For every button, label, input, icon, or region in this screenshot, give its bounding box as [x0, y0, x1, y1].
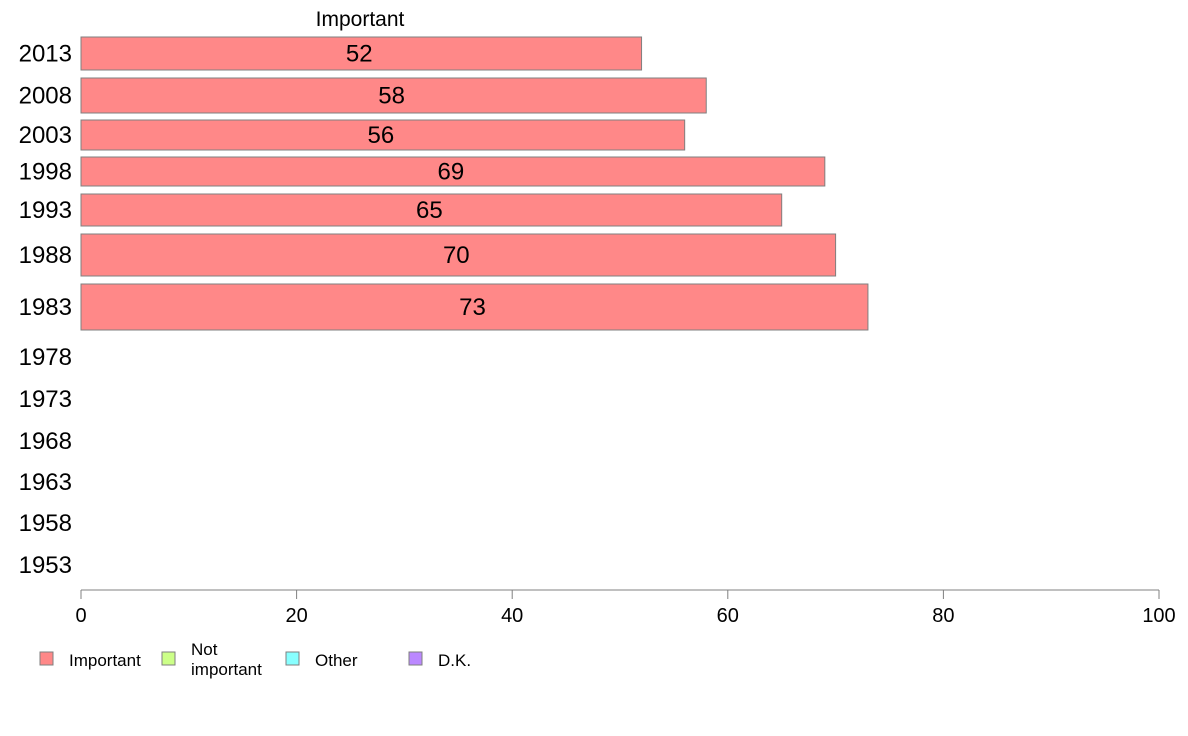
year-label: 1958: [19, 510, 72, 537]
bar-value-label: 58: [378, 83, 405, 110]
year-label: 1973: [19, 386, 72, 413]
bar-value-label: 56: [367, 122, 394, 149]
x-tick-label: 0: [75, 605, 86, 627]
bar-important: [80, 119, 686, 151]
legend-swatch: [285, 651, 300, 666]
year-label: 1953: [19, 552, 72, 579]
year-label: 2008: [19, 83, 72, 110]
bar-important: [80, 77, 707, 114]
legend-label: Other: [315, 651, 358, 670]
legend: Important Not important Other D.K.: [39, 640, 471, 679]
year-label: 1993: [19, 197, 72, 224]
legend-swatch: [408, 651, 423, 666]
year-label: 1988: [19, 242, 72, 269]
bar-important: [80, 283, 869, 331]
bar-value-label: 73: [459, 294, 486, 321]
x-tick-label: 40: [501, 605, 523, 627]
bar-important: [80, 193, 783, 227]
year-label: 1963: [19, 469, 72, 496]
x-tick-label: 100: [1142, 605, 1175, 627]
x-tick-label: 80: [932, 605, 954, 627]
legend-swatch: [39, 651, 54, 666]
bar-important: [80, 233, 837, 277]
column-header: Important: [316, 8, 405, 31]
legend-label: Not important: [191, 640, 262, 679]
year-label: 1998: [19, 159, 72, 186]
bar-value-label: 70: [443, 242, 470, 269]
legend-label: D.K.: [438, 651, 471, 670]
year-label: 1978: [19, 344, 72, 371]
legend-label: Important: [69, 651, 141, 670]
legend-swatch: [161, 651, 176, 666]
bar-important: [80, 36, 643, 71]
bar-value-label: 69: [438, 159, 465, 186]
year-label: 1983: [19, 294, 72, 321]
year-label: 1968: [19, 428, 72, 455]
bar-important: [80, 156, 826, 187]
year-labels: 2013 2008 2003 1998 1993 1988 1983 1978 1973 1968…: [19, 41, 72, 580]
bar-value-label: 52: [346, 41, 373, 68]
x-tick-label: 20: [285, 605, 307, 627]
year-label: 2003: [19, 122, 72, 149]
x-tick-label: 60: [717, 605, 739, 627]
year-label: 2013: [19, 41, 72, 68]
x-axis: 0 20 40 60 80 100: [75, 589, 1176, 627]
bar-value-label: 65: [416, 197, 443, 224]
